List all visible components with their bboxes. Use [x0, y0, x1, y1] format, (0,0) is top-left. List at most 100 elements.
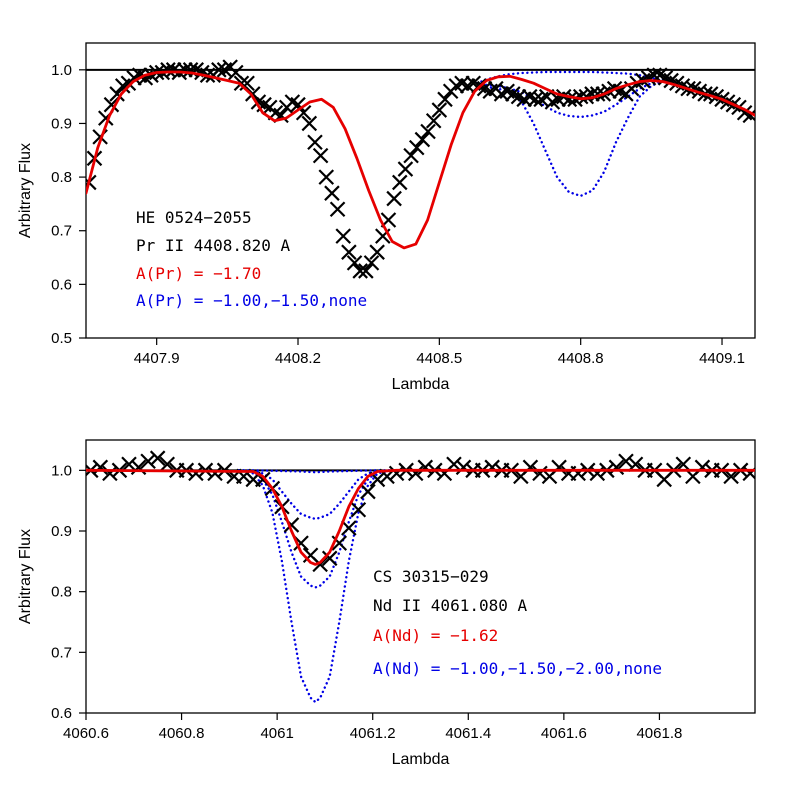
y-tick-label: 0.9 [51, 115, 72, 132]
data-point-cross [301, 115, 318, 132]
data-point-cross [414, 131, 431, 148]
annotation-text: A(Pr) = −1.70 [136, 264, 261, 283]
data-point-cross [484, 459, 500, 476]
data-point-cross [307, 134, 323, 151]
bottom-panel: 4060.6 4060.8 4061 4061.2 4061.4 4061.6 4061.8… [17, 439, 756, 768]
data-point-cross [324, 185, 340, 201]
y-tick-label: 0.8 [51, 169, 72, 186]
x-tick-label: 4408.8 [558, 350, 604, 367]
x-tick-label: 4061.8 [636, 725, 682, 742]
best-fit-synthetic-line [86, 70, 755, 250]
y-tick-label: 0.6 [51, 276, 72, 293]
data-point-cross [403, 147, 419, 164]
data-point-cross [437, 91, 453, 108]
data-point-cross [312, 556, 328, 573]
annotation-text: A(Pr) = −1.00,−1.50,none [136, 291, 367, 310]
annotation-text: CS 30315−029 [373, 567, 489, 586]
data-point-cross [522, 459, 539, 476]
data-point-cross [149, 450, 166, 466]
data-point-cross [455, 459, 472, 476]
y-axis-title: Arbitrary Flux [17, 529, 34, 624]
x-tick-label: 4061 [260, 725, 293, 742]
data-point-cross [532, 465, 548, 482]
data-point-cross [177, 62, 193, 78]
comparison-synthetic-line [237, 469, 393, 704]
data-point-cross [329, 201, 346, 218]
data-point-cross [570, 465, 586, 482]
data-point-cross [335, 228, 352, 244]
x-tick-label: 4409.1 [699, 350, 745, 367]
annotation-text: Pr II 4408.820 A [136, 236, 290, 255]
y-tick-label: 0.7 [51, 644, 72, 661]
data-point-cross [723, 468, 739, 485]
data-point-cross [103, 96, 120, 113]
y-tick-label: 0.6 [51, 705, 72, 722]
data-point-cross [589, 465, 606, 482]
annotation-text: A(Nd) = −1.62 [373, 626, 498, 645]
data-point-cross [341, 520, 357, 536]
x-tick-label: 4060.6 [63, 725, 109, 742]
observed-spectrum-points [86, 450, 755, 573]
y-tick-label: 0.7 [51, 223, 72, 240]
x-tick-label: 4061.2 [350, 725, 396, 742]
top-panel: 4407.9 4408.2 4408.5 4408.8 4409.1 0.5 0.6 0.7 0… [17, 42, 756, 393]
data-point-cross [551, 459, 567, 476]
data-point-cross [140, 453, 156, 470]
data-point-cross [407, 465, 424, 482]
data-point-cross [358, 263, 374, 279]
plot-frame [85, 439, 756, 714]
data-point-cross [694, 459, 711, 476]
y-tick-label: 1.0 [51, 462, 72, 479]
data-point-cross [386, 190, 402, 207]
data-point-cross [207, 465, 223, 482]
data-point-cross [420, 123, 436, 140]
comparison-synthetic-line [237, 469, 393, 474]
data-point-cross [391, 174, 408, 191]
best-fit-synthetic-line [86, 468, 755, 566]
data-point-cross [346, 255, 363, 271]
data-point-cross [425, 112, 442, 129]
y-axis-title: Arbitrary Flux [17, 143, 34, 238]
data-point-cross [341, 244, 357, 260]
data-point-cross [321, 550, 338, 567]
plot-area [86, 59, 755, 279]
data-point-cross [608, 459, 625, 476]
comparison-synthetic-line [475, 70, 677, 85]
data-point-cross [408, 139, 425, 156]
annotation-text: Nd II 4061.080 A [373, 596, 527, 615]
data-point-cross [350, 501, 367, 518]
data-point-cross [742, 465, 755, 482]
y-tick-label: 1.0 [51, 62, 72, 79]
data-point-cross [397, 161, 414, 177]
x-axis-title: Lambda [392, 751, 450, 768]
data-point-cross [312, 147, 329, 164]
comparison-synthetic-line [237, 469, 393, 521]
data-point-cross [318, 169, 335, 185]
x-axis-title: Lambda [392, 376, 450, 393]
y-tick-label: 0.5 [51, 330, 72, 347]
plot-area [86, 450, 755, 704]
data-point-cross [431, 102, 448, 118]
data-point-cross [121, 456, 137, 473]
data-point-cross [290, 96, 306, 113]
data-point-cross [369, 244, 385, 260]
data-point-cross [102, 465, 118, 482]
x-tick-label: 4407.9 [134, 350, 180, 367]
data-point-cross [388, 465, 405, 482]
comparison-synthetic-line [237, 469, 393, 589]
x-tick-label: 4408.5 [416, 350, 462, 367]
annotation-text: HE 0524−2055 [136, 208, 252, 227]
data-point-cross [352, 263, 368, 279]
data-point-cross [618, 453, 634, 470]
x-tick-label: 4408.2 [275, 350, 321, 367]
data-point-cross [363, 255, 380, 271]
x-tick-label: 4061.6 [541, 725, 587, 742]
x-tick-label: 4061.4 [445, 725, 491, 742]
data-point-cross [92, 459, 109, 476]
y-tick-label: 0.8 [51, 584, 72, 601]
y-tick-label: 0.9 [51, 523, 72, 540]
annotation-text: A(Nd) = −1.00,−1.50,−2.00,none [373, 659, 662, 678]
data-point-cross [417, 459, 434, 476]
x-tick-label: 4060.8 [159, 725, 205, 742]
